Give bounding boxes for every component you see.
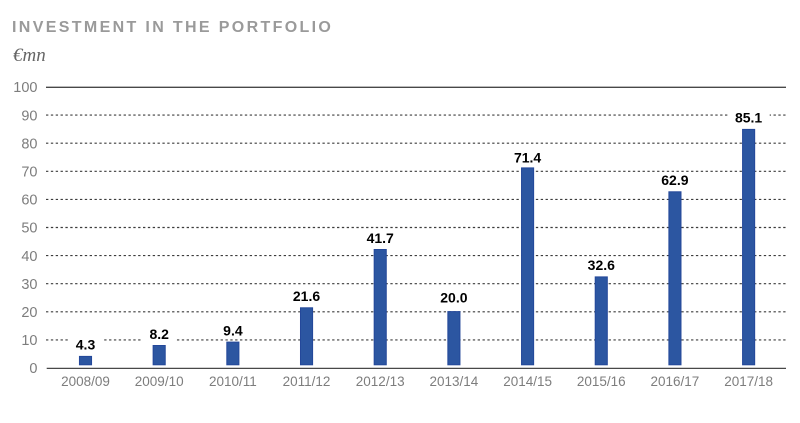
svg-text:80: 80: [21, 136, 37, 152]
svg-text:2016/17: 2016/17: [650, 374, 699, 389]
svg-text:2017/18: 2017/18: [724, 374, 773, 389]
svg-text:40: 40: [21, 249, 37, 265]
svg-text:2015/16: 2015/16: [577, 374, 626, 389]
svg-text:85.1: 85.1: [735, 110, 762, 126]
svg-text:2011/12: 2011/12: [283, 374, 331, 389]
svg-text:20: 20: [21, 305, 37, 321]
svg-text:71.4: 71.4: [514, 150, 541, 166]
svg-text:32.6: 32.6: [588, 257, 615, 273]
svg-text:2010/11: 2010/11: [209, 374, 257, 389]
svg-text:4.3: 4.3: [76, 337, 96, 353]
svg-text:70: 70: [21, 165, 37, 181]
svg-text:2013/14: 2013/14: [429, 374, 478, 389]
svg-text:2012/13: 2012/13: [356, 374, 405, 389]
svg-text:90: 90: [21, 108, 37, 124]
svg-text:60: 60: [21, 193, 37, 209]
svg-text:62.9: 62.9: [661, 172, 688, 188]
svg-text:30: 30: [21, 277, 37, 293]
svg-text:21.6: 21.6: [293, 288, 320, 304]
svg-text:20.0: 20.0: [440, 290, 467, 306]
svg-text:2008/09: 2008/09: [61, 374, 110, 389]
svg-text:41.7: 41.7: [367, 230, 394, 246]
svg-text:100: 100: [13, 80, 37, 96]
svg-text:50: 50: [21, 221, 37, 237]
svg-text:9.4: 9.4: [223, 322, 243, 338]
svg-text:8.2: 8.2: [149, 326, 169, 342]
svg-text:0: 0: [29, 361, 37, 377]
svg-text:10: 10: [21, 333, 37, 349]
svg-text:2009/10: 2009/10: [135, 374, 184, 389]
svg-text:2014/15: 2014/15: [503, 374, 552, 389]
